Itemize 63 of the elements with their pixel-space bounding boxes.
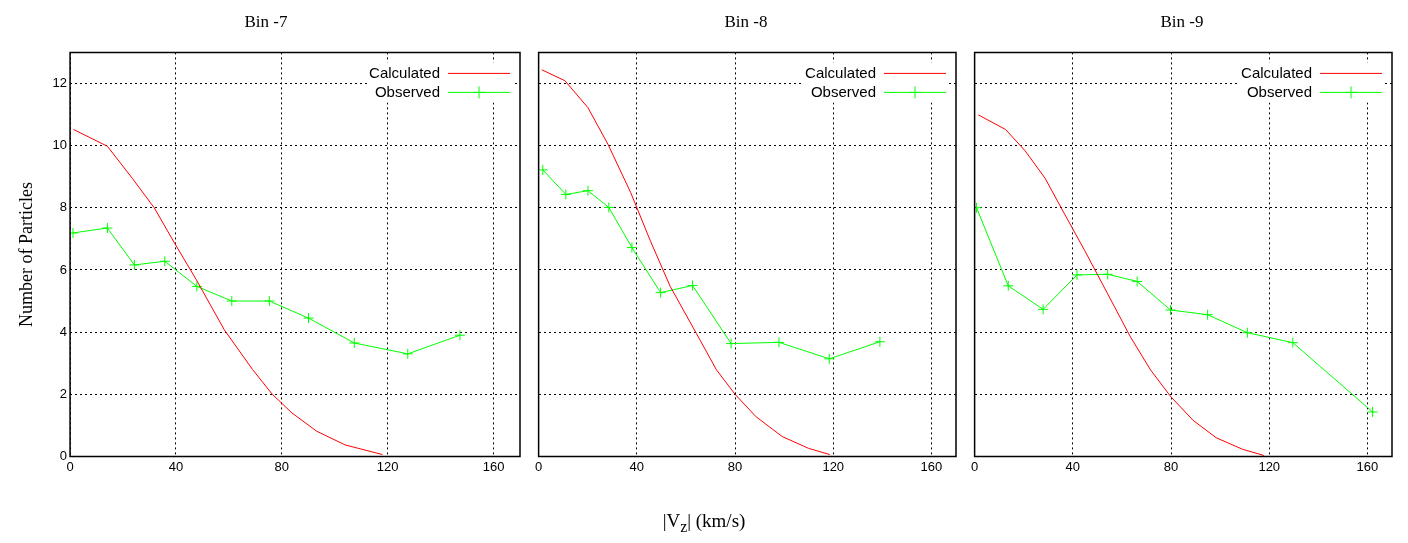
y-tick-label: 0 (59, 447, 68, 463)
point (1102, 268, 1114, 280)
y-tick-label: 4 (59, 323, 68, 339)
point (101, 222, 113, 234)
x-tick-label: 0 (535, 458, 543, 474)
chart-title: Bin -8 (724, 11, 768, 31)
point (1287, 337, 1299, 349)
x-axis-title: |V$_{z}$| (km/s) (661, 510, 747, 536)
point (159, 255, 171, 267)
point (1202, 309, 1214, 321)
x-tick-label: 40 (629, 458, 645, 474)
x-tick-label: 80 (727, 458, 743, 474)
point (226, 295, 238, 307)
legend-label: Observed (810, 82, 876, 100)
x-tick-label: 120 (376, 458, 399, 474)
x-tick-label: 80 (1163, 458, 1179, 474)
x-tick-label: 160 (1356, 458, 1379, 474)
point (874, 336, 886, 348)
point (128, 259, 140, 271)
point (603, 201, 615, 213)
x-tick-label: 120 (822, 458, 845, 474)
point (1002, 280, 1014, 292)
x-tick-label: 160 (920, 458, 943, 474)
point (191, 280, 203, 292)
x-tick-label: 160 (482, 458, 505, 474)
point (1037, 303, 1049, 315)
x-tick-label: 80 (274, 458, 290, 474)
point (303, 312, 315, 324)
chart-title: Bin -7 (244, 11, 288, 31)
legend-label: Calculated (1241, 63, 1312, 81)
point (1165, 304, 1177, 316)
point (655, 287, 667, 299)
point (823, 353, 835, 365)
point (725, 338, 737, 350)
x-tick-label: 120 (1258, 458, 1281, 474)
point (560, 188, 572, 200)
point (1131, 275, 1143, 287)
y-axis-title: Number of Particles (15, 181, 36, 327)
legend-label: Calculated (805, 63, 876, 81)
y-tick-label: 2 (59, 385, 68, 401)
x-tick-label: 0 (971, 458, 979, 474)
legend-label: Calculated (369, 63, 440, 81)
point (263, 295, 275, 307)
chart-title: Bin -9 (1160, 11, 1204, 31)
point (454, 329, 466, 341)
point (538, 164, 549, 176)
point (1071, 269, 1083, 281)
point (1367, 406, 1379, 418)
point (773, 336, 785, 348)
point (626, 242, 638, 254)
point (402, 348, 414, 360)
point (1241, 327, 1253, 339)
y-tick-label: 12 (52, 75, 68, 91)
x-tick-label: 40 (1065, 458, 1081, 474)
y-tick-label: 6 (59, 261, 68, 277)
y-tick-label: 8 (59, 199, 68, 215)
point (348, 337, 360, 349)
legend-label: Observed (374, 82, 440, 100)
x-tick-label: 40 (168, 458, 184, 474)
point (687, 279, 699, 291)
y-tick-label: 10 (52, 137, 68, 153)
legend-label: Observed (1246, 82, 1312, 100)
point (582, 185, 594, 197)
